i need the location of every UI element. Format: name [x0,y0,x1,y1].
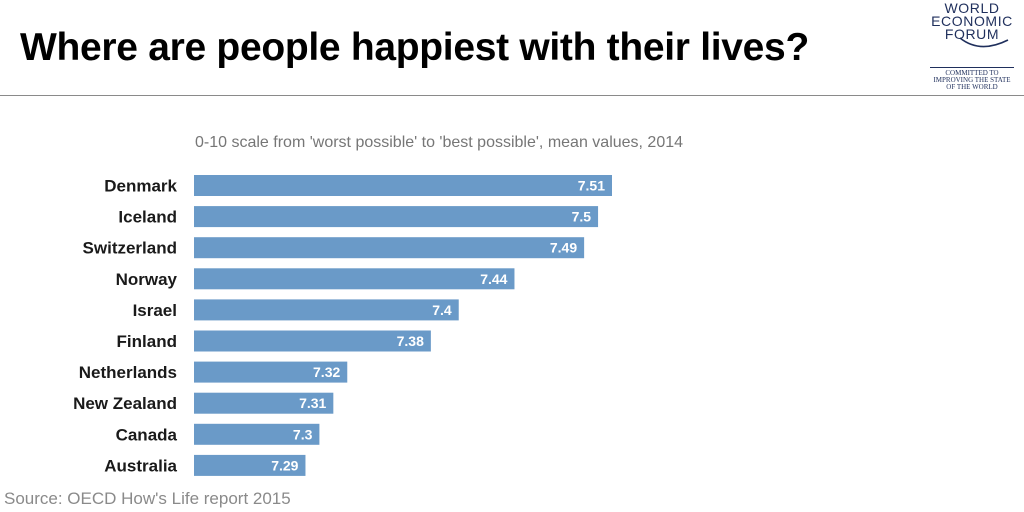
logo-tagline-3: OF THE WORLD [946,83,998,91]
value-label: 7.4 [432,302,452,318]
category-label: Netherlands [79,363,177,382]
logo-line-2: ECONOMIC [931,13,1013,29]
category-label: Switzerland [83,239,177,258]
wef-logo: WORLD ECONOMIC FORUM COMMITTED TO IMPROV… [922,0,1022,92]
logo-line-3: FORUM [944,26,1000,42]
logo-line-1: WORLD [944,0,1000,16]
value-label: 7.51 [578,178,605,194]
logo-tagline-1: COMMITTED TO [945,69,999,77]
bar-israel [194,299,459,321]
value-label: 7.3 [293,426,313,442]
category-label: Australia [104,456,177,475]
category-label: New Zealand [73,394,177,413]
logo-tagline-2: IMPROVING THE STATE [933,76,1011,84]
bar-new-zealand [194,392,334,414]
chart-subtitle: 0-10 scale from 'worst possible' to 'bes… [195,134,684,151]
bar-netherlands [194,361,348,383]
value-label: 7.31 [299,395,326,411]
value-label: 7.29 [271,457,298,473]
category-label: Norway [116,270,178,289]
category-label: Denmark [104,177,177,196]
bar-finland [194,330,431,352]
logo-tagline: COMMITTED TO IMPROVING THE STATE OF THE … [922,70,1022,91]
bar-denmark [194,175,612,196]
bar-australia [194,454,306,476]
header-divider [0,95,1024,96]
value-label: 7.38 [397,333,424,349]
bar-canada [194,423,320,445]
value-label: 7.32 [313,364,340,380]
category-label: Finland [117,332,177,351]
source-note: Source: OECD How's Life report 2015 [4,489,291,508]
value-label: 7.5 [572,209,592,225]
logo-divider [930,67,1014,68]
category-label: Canada [116,425,178,444]
value-label: 7.49 [550,240,577,256]
bar-iceland [194,206,599,228]
bar-norway [194,268,515,290]
category-label: Iceland [118,208,177,227]
category-label: Israel [133,301,177,320]
page-title: Where are people happiest with their liv… [20,26,809,69]
bar-switzerland [194,237,585,259]
value-label: 7.44 [480,271,507,287]
logo-arc-icon [959,37,1009,48]
